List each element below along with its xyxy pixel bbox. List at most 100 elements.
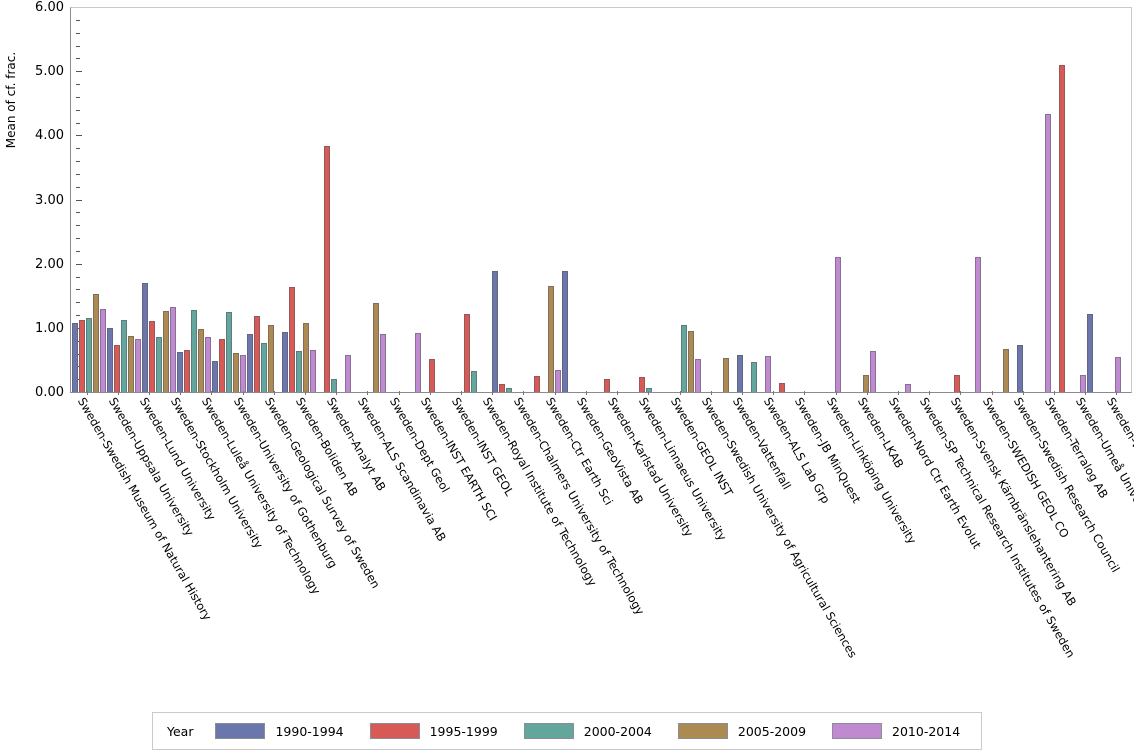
x-tick-mark [741,391,743,395]
x-tick-mark [617,391,619,395]
legend-item[interactable]: 1990-1994 [215,723,344,739]
bar[interactable] [260,342,267,392]
bar[interactable] [694,358,701,392]
bar[interactable] [1114,356,1121,392]
bar[interactable] [750,362,757,392]
x-tick-mark [461,391,463,395]
x-tick-mark [648,391,650,395]
bar[interactable] [288,287,295,392]
bar[interactable] [323,146,330,392]
bar[interactable] [302,322,309,392]
x-tick-mark [398,391,400,395]
bar[interactable] [239,355,246,392]
bar[interactable] [225,311,232,392]
legend-item[interactable]: 2000-2004 [523,723,652,739]
bar-group [491,7,526,392]
bar[interactable] [127,336,134,392]
bar[interactable] [414,332,421,392]
bar[interactable] [176,352,183,392]
bar[interactable] [148,320,155,392]
bar[interactable] [372,302,379,392]
bar[interactable] [281,331,288,392]
bar[interactable] [232,352,239,392]
bar[interactable] [267,324,274,392]
bar[interactable] [722,358,729,392]
bar[interactable] [78,319,85,392]
bar[interactable] [862,374,869,392]
bar[interactable] [162,311,169,392]
bar[interactable] [1002,349,1009,392]
y-tick-mark-minor [76,289,80,291]
bar[interactable] [505,387,512,392]
bar[interactable] [680,325,687,392]
bar[interactable] [253,316,260,392]
bar[interactable] [211,360,218,392]
bar-group [736,7,771,392]
bar[interactable] [869,350,876,392]
y-tick-label: 6.00 [35,0,64,15]
bar[interactable] [904,384,911,392]
bar[interactable] [344,355,351,392]
bar[interactable] [498,383,505,392]
bar-group [561,7,596,392]
bar[interactable] [218,339,225,392]
bar[interactable] [120,320,127,392]
legend-label: 2010-2014 [892,723,961,739]
bar[interactable] [778,383,785,392]
bar[interactable] [99,309,106,392]
bar[interactable] [134,338,141,392]
bar[interactable] [141,282,148,392]
bar[interactable] [470,371,477,392]
bar[interactable] [183,349,190,392]
bar[interactable] [113,344,120,392]
bar[interactable] [428,359,435,392]
bar[interactable] [197,329,204,392]
y-tick-mark-minor [76,340,80,342]
bar[interactable] [190,309,197,392]
bar[interactable] [246,334,253,392]
bar[interactable] [974,257,981,392]
bar[interactable] [379,333,386,392]
bar[interactable] [309,349,316,392]
bar[interactable] [638,377,645,392]
bar[interactable] [547,286,554,392]
x-tick-mark [554,391,556,395]
legend-swatch [677,723,728,739]
bar-group [631,7,666,392]
x-tick-mark [149,391,150,395]
bar[interactable] [533,375,540,392]
bar[interactable] [1058,65,1065,392]
bar[interactable] [155,337,162,392]
bar[interactable] [1044,113,1051,392]
bar[interactable] [687,331,694,392]
bar[interactable] [764,356,771,392]
x-tick-mark [273,391,275,395]
legend: Year 1990-1994 1995-1999 2000-2004 2005-200… [152,712,982,750]
bar[interactable] [491,270,498,392]
legend-swatch [369,723,420,739]
y-tick-mark-minor [76,302,80,304]
legend-item[interactable]: 1995-1999 [369,723,498,739]
bar[interactable] [204,336,211,392]
bar[interactable] [330,378,337,392]
bar[interactable] [1079,374,1086,392]
bar[interactable] [169,306,176,392]
bar[interactable] [92,294,99,392]
bar[interactable] [645,388,652,392]
legend-item[interactable]: 2005-2009 [677,723,806,739]
bar-group [876,7,911,392]
bar[interactable] [736,354,743,392]
bar[interactable] [295,350,302,392]
bar[interactable] [1086,314,1093,392]
bar[interactable] [106,327,113,392]
bar[interactable] [1016,345,1023,392]
bar[interactable] [71,322,78,392]
bar[interactable] [953,374,960,392]
bar[interactable] [85,317,92,392]
bar[interactable] [834,257,841,392]
bar[interactable] [463,313,470,392]
legend-item[interactable]: 2010-2014 [832,723,960,739]
bar[interactable] [561,271,568,392]
bar[interactable] [603,378,610,392]
bar[interactable] [554,370,561,392]
